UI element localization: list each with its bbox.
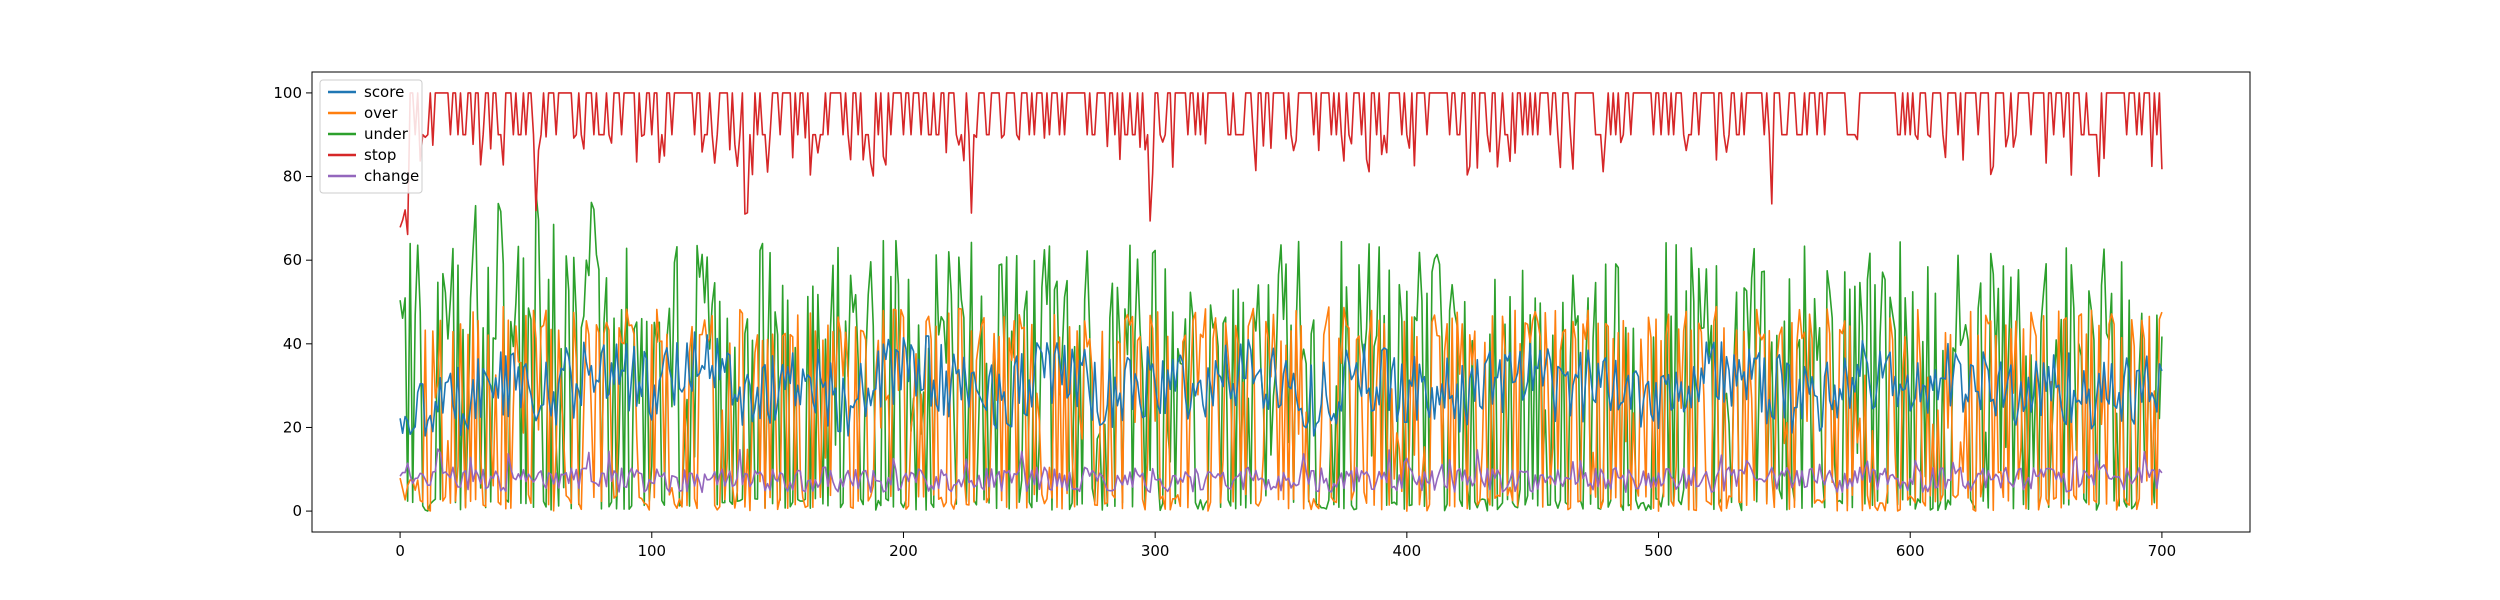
- x-tick-label: 700: [2148, 542, 2177, 560]
- legend-label-change: change: [364, 167, 419, 185]
- y-tick-label: 100: [273, 84, 302, 102]
- legend-label-over: over: [364, 104, 398, 122]
- y-tick-label: 40: [283, 335, 302, 353]
- x-tick-label: 400: [1393, 542, 1422, 560]
- plot-frame: [311, 71, 2251, 533]
- x-tick-label: 500: [1644, 542, 1673, 560]
- y-tick-label: 0: [292, 502, 302, 520]
- y-tick-label: 80: [283, 168, 302, 186]
- series-line-over: [399, 305, 2163, 512]
- series-line-stop: [399, 92, 2163, 236]
- x-tick-label: 300: [1141, 542, 1170, 560]
- y-tick-label: 20: [283, 418, 302, 436]
- legend: score over under stop change: [319, 79, 423, 194]
- series-line-change: [399, 448, 2163, 494]
- x-tick-label: 200: [889, 542, 918, 560]
- series-layer: [399, 92, 2163, 512]
- x-axis: 0 100 200 300 400 500 600 700: [395, 532, 2176, 560]
- x-tick-label: 600: [1896, 542, 1925, 560]
- legend-label-under: under: [364, 125, 409, 143]
- x-tick-label: 0: [395, 542, 405, 560]
- legend-label-stop: stop: [364, 146, 396, 164]
- legend-label-score: score: [364, 83, 404, 101]
- series-line-score: [399, 331, 2163, 437]
- x-tick-label: 100: [637, 542, 666, 560]
- legend-box: [319, 79, 423, 194]
- y-tick-label: 60: [283, 251, 302, 269]
- y-axis: 0 20 40 60 80 100: [273, 84, 312, 520]
